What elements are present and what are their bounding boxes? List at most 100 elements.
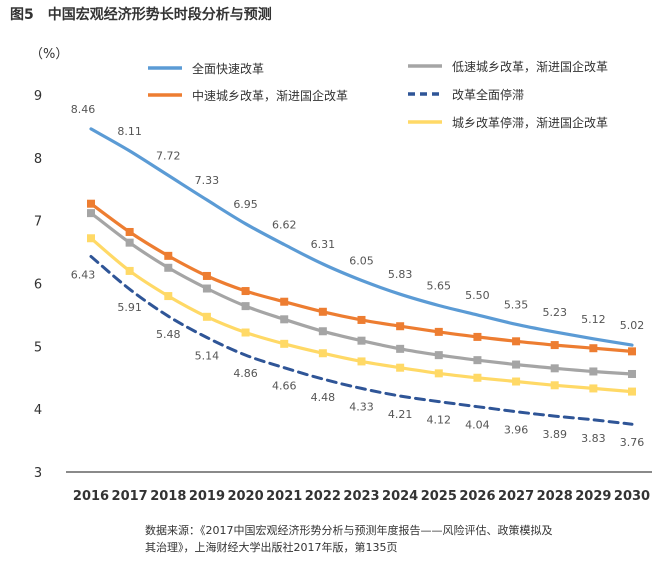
data-point <box>125 227 134 236</box>
data-label: 4.04 <box>465 419 490 432</box>
legend-label: 城乡改革停滞，渐进国企改革 <box>452 115 608 130</box>
data-point <box>589 344 598 353</box>
data-point <box>318 307 327 316</box>
series-line <box>89 255 634 426</box>
data-point <box>125 266 134 275</box>
data-point <box>241 287 250 296</box>
legend-item-5: 城乡改革停滞，渐进国企改革 <box>408 115 608 130</box>
data-point <box>241 302 250 311</box>
data-point <box>512 360 521 369</box>
data-point <box>434 327 443 336</box>
data-source-note: 数据来源：《2017中国宏观经济形势分析与预测年度报告——风险评估、政策模拟及 … <box>145 522 645 556</box>
data-point <box>512 377 521 386</box>
data-point <box>87 234 95 243</box>
data-label: 4.12 <box>427 414 452 427</box>
y-tick-label: 3 <box>34 466 42 481</box>
data-label: 4.48 <box>311 391 336 404</box>
data-point <box>396 322 405 331</box>
data-point <box>550 381 559 390</box>
data-point <box>512 337 521 346</box>
data-label: 5.83 <box>388 268 413 281</box>
data-label: 5.35 <box>504 298 529 311</box>
legend-item-2: 中速城乡改革，渐进国企改革 <box>148 88 348 103</box>
data-point <box>434 369 443 378</box>
source-line-1: 数据来源：《2017中国宏观经济形势分析与预测年度报告——风险评估、政策模拟及 <box>145 524 553 537</box>
data-point <box>202 271 211 280</box>
data-label: 6.95 <box>233 198 258 211</box>
legend-label: 中速城乡改革，渐进国企改革 <box>192 88 348 103</box>
x-tick-label: 2029 <box>575 489 611 504</box>
data-point <box>473 332 482 341</box>
source-line-2: 其治理》，上海财经大学出版社2017年版，第135页 <box>145 541 398 554</box>
data-point <box>125 238 134 247</box>
y-axis-label: （%） <box>30 47 68 62</box>
x-tick-label: 2018 <box>150 489 186 504</box>
data-point <box>628 347 636 356</box>
figure-title: 图5 中国宏观经济形势长时段分析与预测 <box>10 4 272 24</box>
data-point <box>280 297 289 306</box>
x-tick-label: 2017 <box>112 489 148 504</box>
data-label: 3.89 <box>542 428 567 441</box>
data-label: 5.02 <box>620 319 645 332</box>
data-point <box>434 351 443 360</box>
data-point <box>280 339 289 348</box>
series-1: 8.46 8.11 7.72 7.33 6.95 6.62 6.31 6.05 5.83 5.65… <box>71 103 645 347</box>
y-tick-label: 9 <box>34 89 42 104</box>
data-point <box>318 327 327 336</box>
data-label: 5.50 <box>465 289 490 302</box>
data-point <box>202 284 211 293</box>
data-label: 4.21 <box>388 408 413 421</box>
data-label: 5.91 <box>117 301 142 314</box>
data-point <box>357 357 366 366</box>
data-point <box>164 292 173 301</box>
y-tick-label: 8 <box>34 152 42 167</box>
data-point <box>589 367 598 376</box>
series-2 <box>87 199 636 356</box>
data-label: 5.14 <box>195 350 220 363</box>
data-point <box>164 263 173 272</box>
x-tick-label: 2023 <box>343 489 379 504</box>
data-point <box>87 209 95 218</box>
data-point <box>241 328 250 337</box>
figure-title-text: 中国宏观经济形势长时段分析与预测 <box>47 7 272 23</box>
x-tick-label: 2022 <box>305 489 341 504</box>
legend-item-1: 全面快速改革 <box>148 61 264 76</box>
data-point <box>318 349 327 358</box>
x-tick-label: 2027 <box>498 489 534 504</box>
legend-item-3: 低速城乡改革，渐进国企改革 <box>408 59 608 74</box>
y-tick-label: 6 <box>34 278 42 293</box>
data-label: 3.96 <box>504 424 529 437</box>
series-4: 6.43 5.91 5.48 5.14 4.86 4.66 4.48 4.33 4.21 4.12… <box>71 255 645 449</box>
data-label: 5.48 <box>156 328 181 341</box>
data-point <box>357 336 366 345</box>
data-point <box>628 369 636 378</box>
data-point <box>87 199 95 208</box>
data-point <box>550 341 559 350</box>
x-tick-label: 2016 <box>73 489 109 504</box>
data-label: 4.33 <box>349 400 374 413</box>
data-label: 5.23 <box>542 306 567 319</box>
y-tick-label: 4 <box>34 403 42 418</box>
data-label: 6.31 <box>311 238 336 251</box>
data-label: 8.11 <box>117 125 142 138</box>
data-point <box>357 315 366 324</box>
data-point <box>396 363 405 372</box>
x-tick-label: 2024 <box>382 489 418 504</box>
data-label: 8.46 <box>71 103 96 116</box>
x-tick-label: 2020 <box>227 489 263 504</box>
legend-label: 低速城乡改革，渐进国企改革 <box>452 59 608 74</box>
x-tick-label: 2025 <box>421 489 457 504</box>
x-axis: 2016 2017 2018 2019 2020 2021 2022 2023 2024 2025… <box>66 471 652 504</box>
data-point <box>550 364 559 373</box>
data-label: 6.05 <box>349 254 374 267</box>
x-tick-label: 2028 <box>537 489 573 504</box>
x-tick-label: 2026 <box>459 489 495 504</box>
y-axis: （%） 3 4 5 6 7 8 9 <box>30 47 68 481</box>
data-label: 3.76 <box>620 436 645 449</box>
data-point <box>280 315 289 324</box>
legend-item-4: 改革全面停滞 <box>408 87 524 102</box>
y-tick-label: 7 <box>34 215 42 230</box>
data-label: 6.43 <box>71 268 96 281</box>
